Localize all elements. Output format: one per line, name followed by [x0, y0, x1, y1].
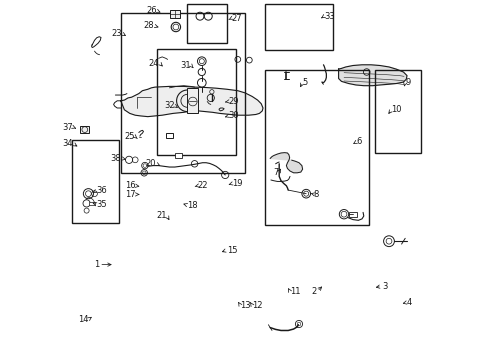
Text: 11: 11 — [290, 287, 300, 296]
Text: 10: 10 — [392, 105, 402, 114]
Text: 27: 27 — [231, 14, 242, 23]
Text: 19: 19 — [232, 179, 243, 188]
Text: 1: 1 — [94, 260, 99, 269]
Bar — [374, 70, 421, 153]
Text: 25: 25 — [124, 132, 135, 141]
Text: 28: 28 — [144, 21, 154, 30]
Bar — [72, 140, 119, 223]
Bar — [166, 133, 173, 138]
Text: 13: 13 — [240, 301, 251, 310]
Bar — [80, 126, 89, 133]
Text: 26: 26 — [146, 6, 157, 15]
Bar — [187, 4, 227, 43]
Bar — [265, 4, 333, 50]
Text: 9: 9 — [405, 78, 411, 87]
Text: 36: 36 — [97, 186, 107, 195]
Text: 23: 23 — [111, 29, 122, 38]
Text: 3: 3 — [382, 282, 387, 291]
Text: 35: 35 — [97, 200, 107, 209]
Text: 24: 24 — [149, 58, 159, 68]
Text: 22: 22 — [198, 181, 208, 190]
Text: 37: 37 — [62, 122, 73, 131]
Bar — [89, 202, 95, 205]
Text: 8: 8 — [314, 189, 319, 199]
Text: 31: 31 — [180, 61, 191, 70]
Bar — [157, 49, 236, 155]
Text: 30: 30 — [228, 112, 239, 120]
Text: 21: 21 — [156, 211, 167, 220]
Text: 2: 2 — [312, 287, 317, 296]
Text: 14: 14 — [78, 315, 88, 324]
Text: 7: 7 — [273, 168, 278, 177]
Text: 5: 5 — [303, 77, 308, 86]
Text: 32: 32 — [164, 101, 174, 110]
Text: 29: 29 — [228, 97, 239, 106]
Polygon shape — [339, 65, 407, 86]
Bar — [349, 211, 357, 217]
Text: 20: 20 — [146, 159, 156, 168]
Polygon shape — [121, 86, 263, 117]
Text: 16: 16 — [125, 181, 136, 190]
Polygon shape — [270, 153, 303, 173]
Bar — [175, 153, 182, 158]
Text: 6: 6 — [357, 137, 362, 146]
Text: 34: 34 — [62, 139, 73, 148]
Bar — [265, 70, 369, 225]
Text: 12: 12 — [252, 301, 263, 310]
Bar — [121, 13, 245, 173]
Text: 4: 4 — [407, 298, 412, 307]
Text: 33: 33 — [324, 12, 335, 21]
Text: 38: 38 — [111, 154, 122, 163]
Bar — [170, 10, 180, 18]
Bar — [187, 88, 198, 113]
Text: 17: 17 — [125, 190, 136, 199]
Text: 15: 15 — [227, 246, 237, 255]
Text: 18: 18 — [187, 201, 198, 210]
